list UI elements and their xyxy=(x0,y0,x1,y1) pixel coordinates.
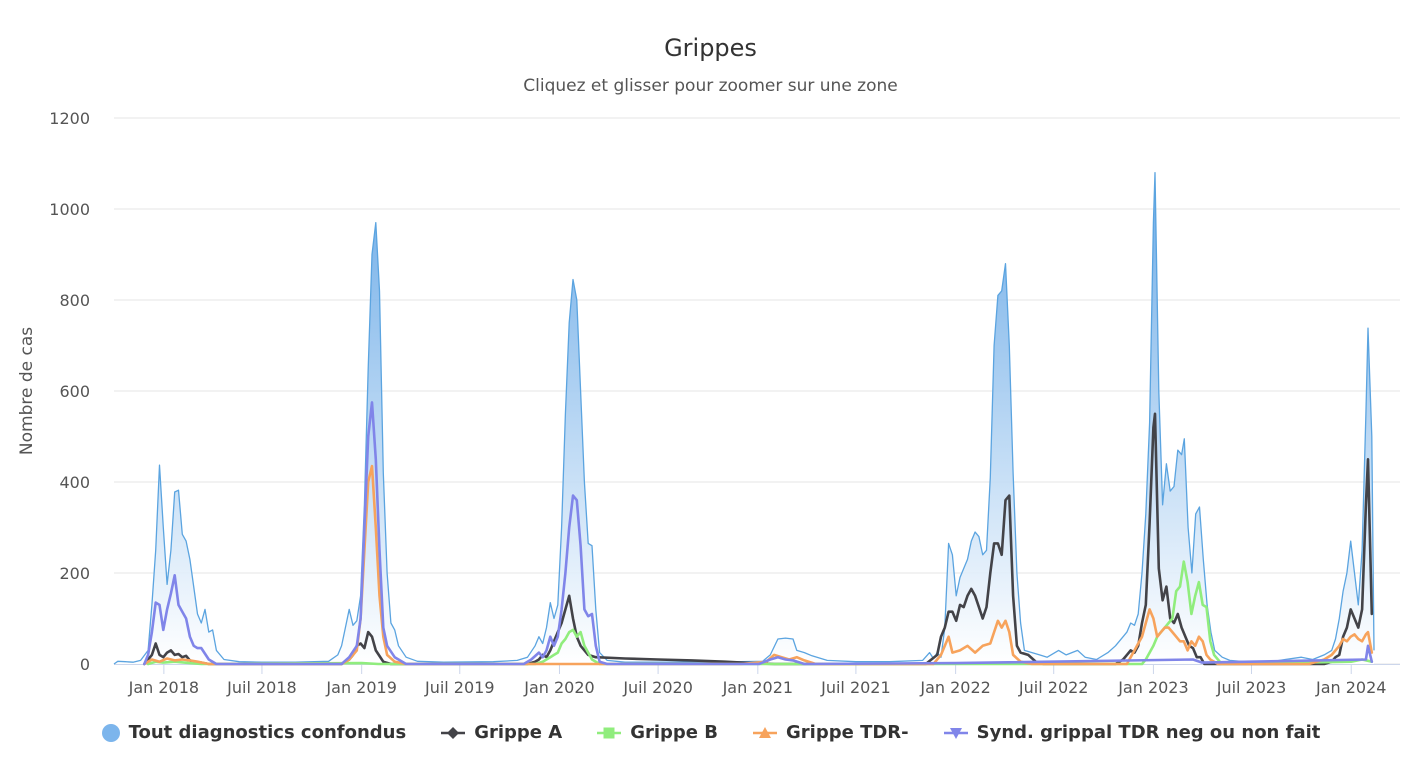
y-axis-label: Nombre de cas xyxy=(17,327,37,455)
series-line-4[interactable] xyxy=(143,401,1374,666)
series-area-line[interactable] xyxy=(113,171,1375,665)
x-tick-label: Juil 2019 xyxy=(424,678,495,697)
x-tick-label: Jan 2022 xyxy=(919,678,990,697)
legend-label: Tout diagnostics confondus xyxy=(128,722,407,743)
circle-marker-icon xyxy=(101,723,120,742)
x-tick-label: Juil 2021 xyxy=(820,678,891,697)
legend-label: Synd. grippal TDR neg ou non fait xyxy=(976,722,1321,743)
legend-item[interactable]: Grippe A xyxy=(440,722,562,743)
series-layer xyxy=(113,171,1375,666)
y-axis: 0 200 400 600 800 1000 1200 xyxy=(49,109,90,674)
series-line-3[interactable] xyxy=(143,464,1374,666)
diamond-marker-icon xyxy=(441,726,466,739)
x-tick-label: Juil 2018 xyxy=(226,678,297,697)
chart-legend: Tout diagnostics confondus Grippe A Grippe… xyxy=(0,722,1421,743)
legend-label: Grippe A xyxy=(474,722,563,743)
x-tick-label: Juil 2020 xyxy=(622,678,693,697)
legend-label: Grippe TDR- xyxy=(786,722,909,743)
legend-item[interactable]: Synd. grippal TDR neg ou non fait xyxy=(943,722,1321,743)
y-tick-label: 800 xyxy=(59,291,90,310)
x-tick-label: Jan 2019 xyxy=(325,678,396,697)
x-tick-label: Jan 2018 xyxy=(128,678,199,697)
y-tick-label: 600 xyxy=(59,382,90,401)
triangle-marker-icon xyxy=(753,726,777,738)
x-axis: Jan 2018 Juil 2018 Jan 2019 Juil 2019 Jan 20… xyxy=(114,664,1400,697)
square-marker-icon xyxy=(597,727,622,738)
triangle-down-marker-icon xyxy=(943,727,968,739)
series-area-fill xyxy=(114,172,1374,664)
x-tick-label: Jan 2021 xyxy=(722,678,793,697)
x-tick-label: Juil 2022 xyxy=(1018,678,1089,697)
x-tick-label: Jan 2024 xyxy=(1315,678,1386,697)
x-tick-label: Juil 2023 xyxy=(1216,678,1287,697)
x-tick-label: Jan 2020 xyxy=(523,678,594,697)
y-tick-label: 1200 xyxy=(49,109,90,128)
chart-subtitle: Cliquez et glisser pour zoomer sur une z… xyxy=(523,76,898,96)
chart-title: Grippes xyxy=(664,34,757,62)
y-tick-label: 200 xyxy=(59,564,90,583)
y-tick-label: 400 xyxy=(59,473,90,492)
y-tick-label: 0 xyxy=(80,655,90,674)
legend-item[interactable]: Grippe B xyxy=(596,722,718,743)
legend-label: Grippe B xyxy=(630,722,718,743)
legend-item[interactable]: Tout diagnostics confondus xyxy=(101,722,407,743)
legend-item[interactable]: Grippe TDR- xyxy=(752,722,909,743)
y-tick-label: 1000 xyxy=(49,200,90,219)
grid-lines xyxy=(114,117,1400,665)
x-tick-label: Jan 2023 xyxy=(1117,678,1188,697)
